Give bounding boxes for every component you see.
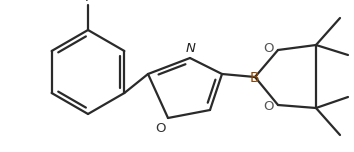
Text: N: N [186,42,196,55]
Text: O: O [263,100,274,114]
Text: F: F [84,0,92,4]
Text: O: O [263,41,274,55]
Text: B: B [249,71,259,85]
Text: O: O [156,122,166,135]
